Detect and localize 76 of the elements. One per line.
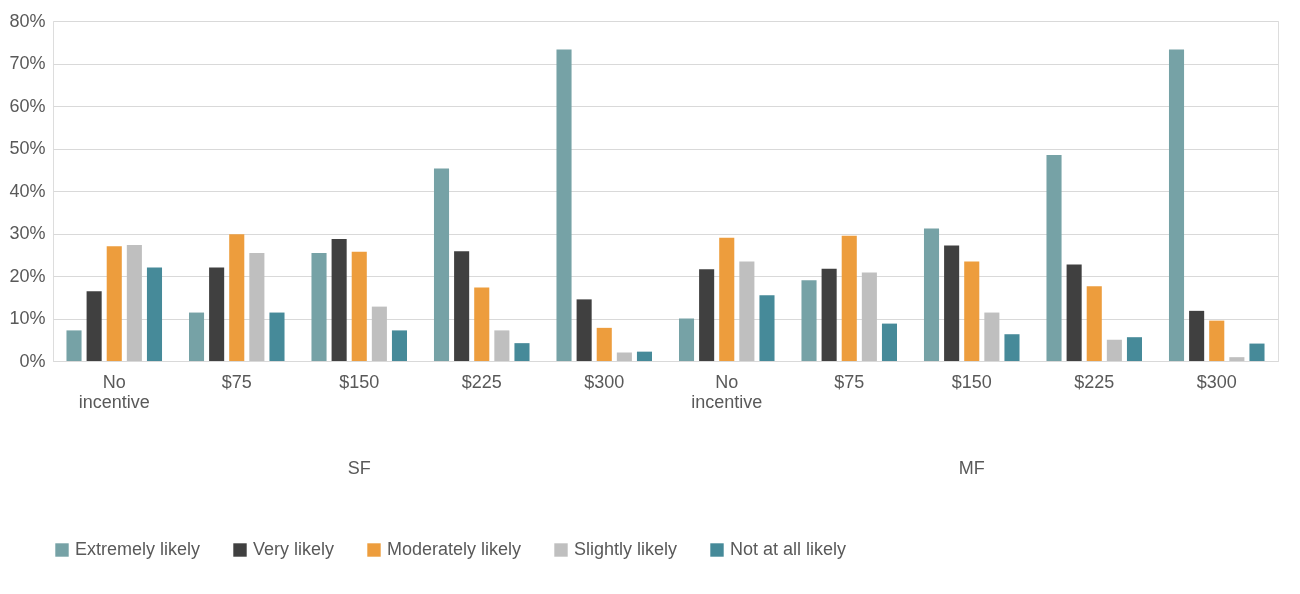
bar	[249, 253, 265, 361]
y-tick-label: 40%	[9, 180, 46, 201]
bar	[188, 312, 205, 361]
y-tick-label: 50%	[9, 138, 46, 158]
bar	[1066, 264, 1082, 361]
bar	[923, 228, 940, 361]
bar	[984, 312, 1000, 361]
x-tick-label: $75	[221, 371, 252, 392]
text: SF	[347, 458, 371, 478]
x-tick-label: $150	[951, 371, 992, 392]
x-tick-label: $225	[461, 371, 502, 392]
bar	[759, 295, 775, 361]
bar	[311, 253, 327, 361]
bar	[86, 291, 102, 361]
legend-label: Not at all likely	[730, 539, 847, 559]
bar	[841, 235, 857, 361]
bar	[739, 261, 755, 361]
x-tick-label: $225	[1074, 371, 1115, 392]
bar	[556, 49, 572, 361]
bar	[1168, 49, 1185, 361]
y-tick-label: 10%	[9, 308, 46, 328]
bar	[454, 251, 470, 361]
bar	[1249, 343, 1265, 361]
bar	[229, 234, 245, 361]
bar	[699, 269, 715, 361]
bar	[678, 318, 695, 361]
y-tick-label: 20%	[9, 265, 46, 286]
bar	[1086, 286, 1102, 361]
x-tick-label: $300	[584, 371, 625, 392]
bar	[126, 244, 142, 361]
bar	[269, 312, 285, 361]
bar	[1106, 339, 1122, 361]
x-tick-label: No incentive	[691, 371, 763, 412]
bar	[861, 272, 877, 361]
bar	[576, 299, 592, 361]
bar	[616, 352, 632, 361]
bar	[371, 306, 387, 361]
bar	[1046, 154, 1062, 361]
bar	[331, 239, 347, 361]
bar	[596, 327, 612, 361]
x-tick-label: $75	[834, 371, 865, 392]
legend-label: Very likely	[253, 539, 335, 559]
bar	[146, 267, 163, 361]
bar	[881, 323, 898, 361]
y-tick-label: 30%	[9, 223, 46, 243]
y-tick-label: 80%	[9, 10, 46, 31]
bar	[1189, 310, 1205, 361]
bar	[433, 168, 450, 361]
legend-label: Slightly likely	[574, 539, 678, 559]
bar	[719, 237, 735, 361]
bar	[66, 330, 82, 361]
legend-label: Moderately likely	[387, 539, 522, 559]
bar	[1004, 334, 1020, 361]
bar	[1126, 337, 1143, 361]
x-tick-label: No incentive	[78, 371, 150, 412]
x-tick-label: $300	[1196, 371, 1237, 392]
legend-label: Extremely likely	[75, 539, 201, 559]
bar	[636, 351, 653, 361]
text: MF	[958, 458, 985, 478]
bar	[1209, 320, 1225, 361]
bar	[209, 267, 225, 361]
y-tick-label: 0%	[19, 350, 46, 371]
bar	[474, 287, 490, 361]
y-tick-label: 60%	[9, 95, 46, 116]
bar	[1229, 357, 1245, 361]
x-tick-label: $150	[339, 371, 380, 392]
bar	[944, 245, 960, 361]
bar	[351, 251, 367, 361]
bar	[106, 246, 122, 361]
y-tick-label: 70%	[9, 53, 46, 73]
bar	[514, 343, 530, 361]
bar	[964, 261, 980, 361]
bar	[391, 330, 408, 361]
bar	[801, 280, 817, 361]
bar	[821, 268, 837, 361]
bar	[494, 330, 510, 361]
